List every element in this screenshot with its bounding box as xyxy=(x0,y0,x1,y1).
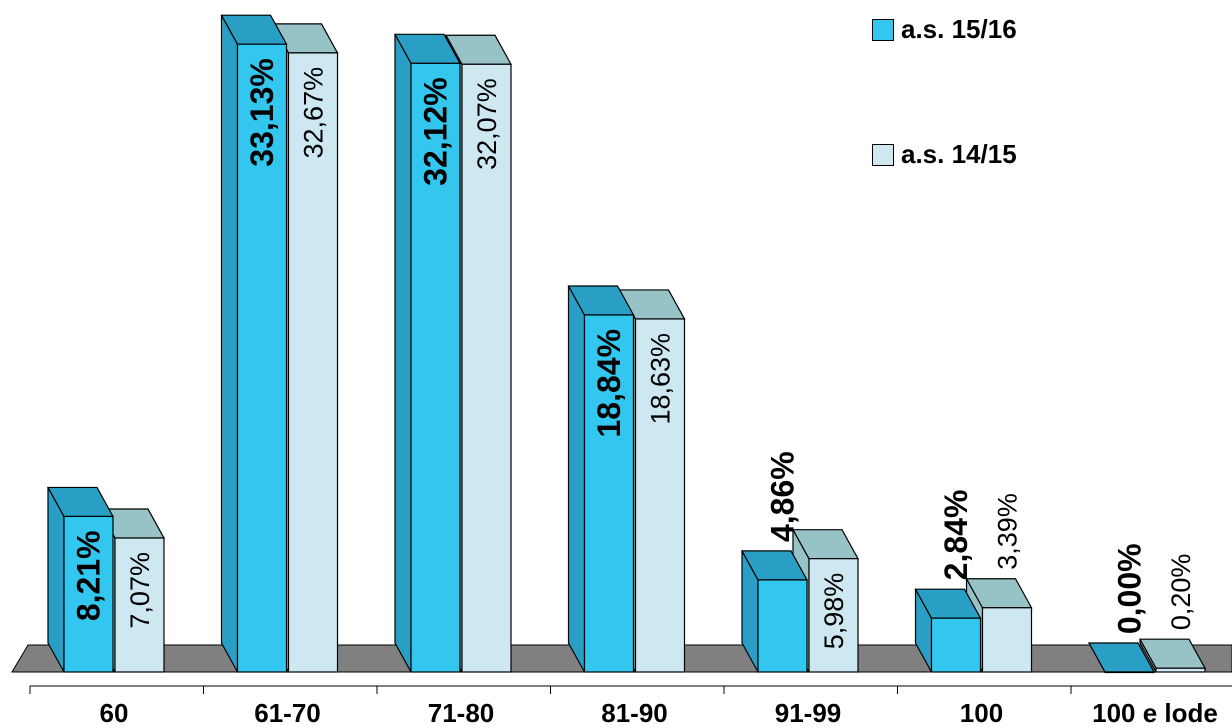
bar xyxy=(808,558,859,673)
bar xyxy=(236,43,288,673)
data-label: 32,07% xyxy=(472,78,502,170)
data-label: 0,00% xyxy=(1112,543,1148,634)
bar xyxy=(287,52,339,673)
bar xyxy=(461,63,512,673)
x-tick-label: 60 xyxy=(100,698,129,728)
legend: a.s. 15/16 a.s. 14/15 xyxy=(872,14,1017,170)
data-label: 3,39% xyxy=(992,493,1022,570)
data-label: 7,07% xyxy=(125,552,155,629)
bar xyxy=(930,617,982,673)
legend-swatch-series-2 xyxy=(872,143,894,166)
data-label: 2,84% xyxy=(938,490,974,581)
data-label: 32,12% xyxy=(418,77,454,186)
bar xyxy=(1104,671,1155,674)
x-tick-label: 100 xyxy=(960,698,1003,728)
x-tick-label: 61-70 xyxy=(254,698,321,728)
legend-label-series-2: a.s. 14/15 xyxy=(901,139,1017,169)
data-label: 18,63% xyxy=(645,333,675,425)
data-label: 4,86% xyxy=(765,451,801,542)
data-label: 18,84% xyxy=(591,329,627,438)
data-label: 8,21% xyxy=(71,530,107,621)
bar-side xyxy=(220,14,239,673)
data-label: 0,20% xyxy=(1166,554,1196,631)
legend-label-series-1: a.s. 15/16 xyxy=(901,14,1017,44)
legend-item-series-2: a.s. 14/15 xyxy=(872,139,1017,170)
bar xyxy=(634,318,686,673)
bar xyxy=(410,62,461,673)
bar xyxy=(757,579,808,673)
legend-swatch-series-1 xyxy=(872,18,894,41)
x-tick-label: 71-80 xyxy=(428,698,495,728)
x-tick-label: 81-90 xyxy=(601,698,668,728)
bar xyxy=(114,537,165,673)
data-label: 32,67% xyxy=(298,67,328,159)
bar xyxy=(1155,667,1206,673)
bar-side xyxy=(567,285,586,673)
bar xyxy=(583,314,635,673)
data-label: 5,98% xyxy=(819,573,849,650)
bar xyxy=(981,607,1033,673)
legend-item-series-1: a.s. 15/16 xyxy=(872,14,1017,45)
bar xyxy=(63,515,114,673)
bar-side xyxy=(394,34,412,673)
x-tick-label: 100 e lode xyxy=(1092,698,1218,728)
x-tick-label: 91-99 xyxy=(775,698,842,728)
data-label: 33,13% xyxy=(244,58,280,167)
bar-side xyxy=(47,487,65,673)
